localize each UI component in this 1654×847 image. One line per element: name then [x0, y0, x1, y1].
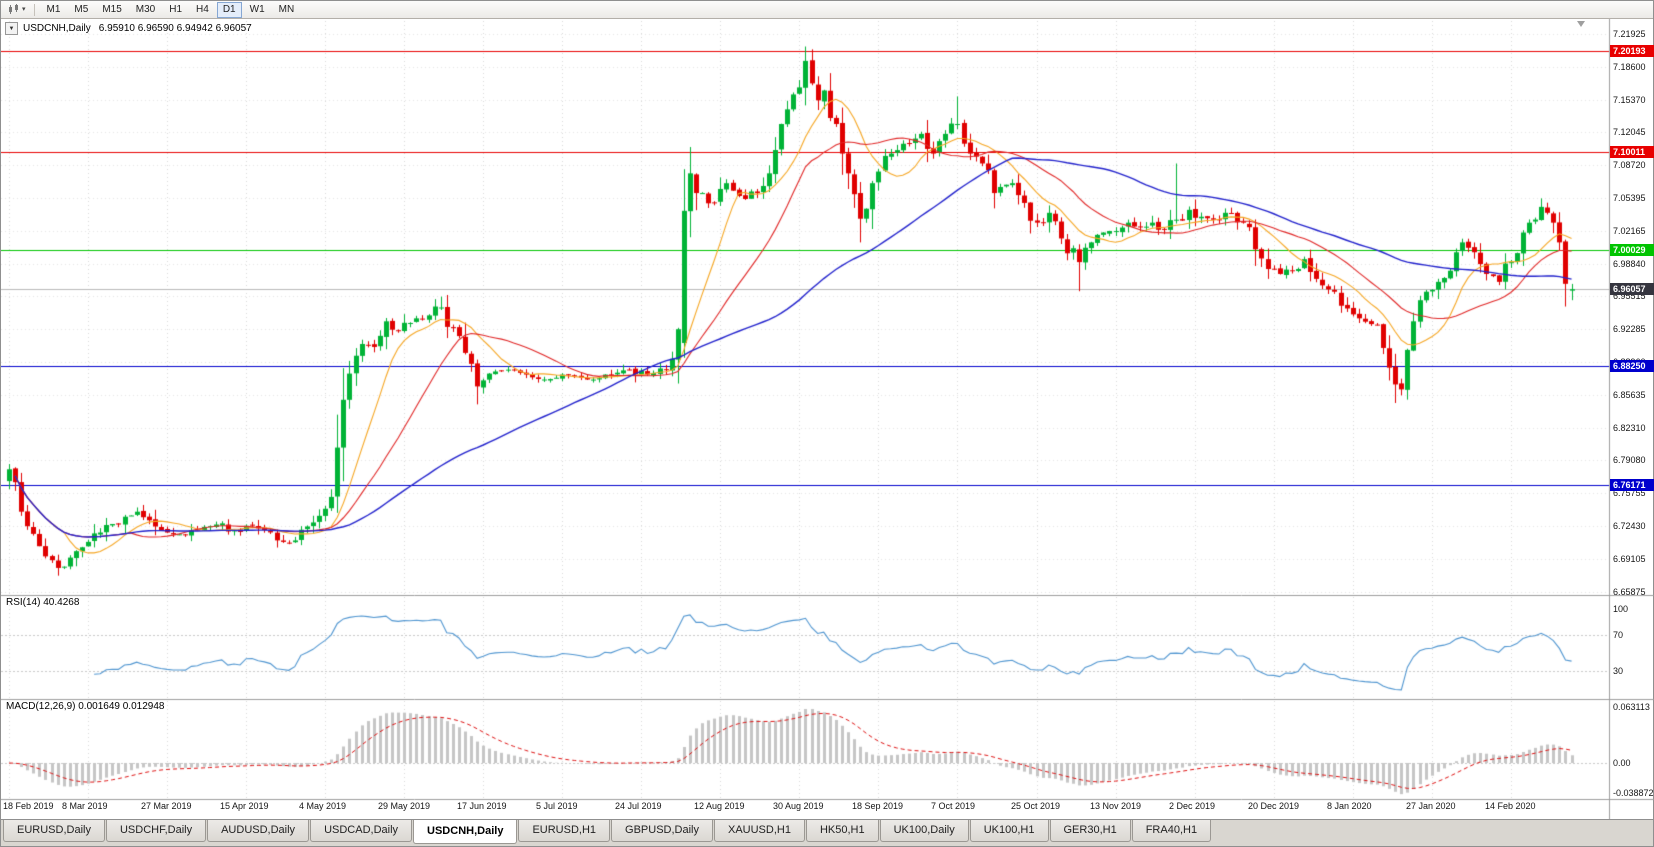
tab-eurusd-daily[interactable]: EURUSD,Daily: [3, 820, 105, 842]
tab-usdcnh-daily[interactable]: USDCNH,Daily: [413, 820, 518, 844]
timeframe-button-m15[interactable]: M15: [96, 2, 127, 18]
tab-ger30-h1[interactable]: GER30,H1: [1049, 820, 1131, 842]
tab-hk50-h1[interactable]: HK50,H1: [805, 820, 879, 842]
timeframe-button-group: M1 M5 M15 M30 H1 H4 D1 W1 MN: [40, 1, 302, 18]
timeframe-button-h4[interactable]: H4: [190, 2, 215, 18]
timeframe-button-m1[interactable]: M1: [41, 2, 67, 18]
rsi-indicator-label: RSI(14) 40.4268: [6, 597, 80, 608]
tab-eurusd-h1[interactable]: EURUSD,H1: [518, 820, 611, 842]
timeframe-button-h1[interactable]: H1: [163, 2, 188, 18]
tab-usdcad-daily[interactable]: USDCAD,Daily: [310, 820, 413, 842]
chart-ohlc-header: ▼ USDCNH,Daily 6.95910 6.96590 6.94942 6…: [5, 22, 252, 35]
price-chart-canvas[interactable]: [1, 19, 1654, 821]
tab-audusd-daily[interactable]: AUDUSD,Daily: [207, 820, 310, 842]
timeframe-button-m30[interactable]: M30: [130, 2, 161, 18]
timeframe-button-m5[interactable]: M5: [68, 2, 94, 18]
chart-tab-bar: EURUSD,Daily USDCHF,Daily AUDUSD,Daily USDC…: [1, 819, 1653, 846]
chart-type-button[interactable]: ▾: [4, 3, 29, 16]
candlestick-chart-icon: [9, 4, 18, 14]
dropdown-arrow-icon: ▾: [22, 6, 26, 13]
chart-symbol-label: USDCNH,Daily: [23, 23, 91, 34]
one-click-trading-toggle[interactable]: ▼: [5, 22, 18, 35]
chart-ohlc-values: 6.95910 6.96590 6.94942 6.96057: [98, 23, 252, 34]
toolbar-separator: [33, 3, 35, 16]
timeframe-toolbar: ▾ M1 M5 M15 M30 H1 H4 D1 W1 MN: [1, 1, 1653, 19]
timeframe-button-d1[interactable]: D1: [216, 1, 242, 18]
timeframe-button-w1[interactable]: W1: [244, 2, 271, 18]
tab-xauusd-h1[interactable]: XAUUSD,H1: [713, 820, 805, 842]
tab-uk100-daily[interactable]: UK100,Daily: [879, 820, 969, 842]
tab-fra40-h1[interactable]: FRA40,H1: [1131, 820, 1212, 842]
macd-indicator-label: MACD(12,26,9) 0.001649 0.012948: [6, 701, 165, 712]
tab-usdchf-daily[interactable]: USDCHF,Daily: [105, 820, 207, 842]
tab-uk100-h1[interactable]: UK100,H1: [969, 820, 1049, 842]
tab-gbpusd-daily[interactable]: GBPUSD,Daily: [611, 820, 713, 842]
timeframe-button-mn[interactable]: MN: [273, 2, 301, 18]
